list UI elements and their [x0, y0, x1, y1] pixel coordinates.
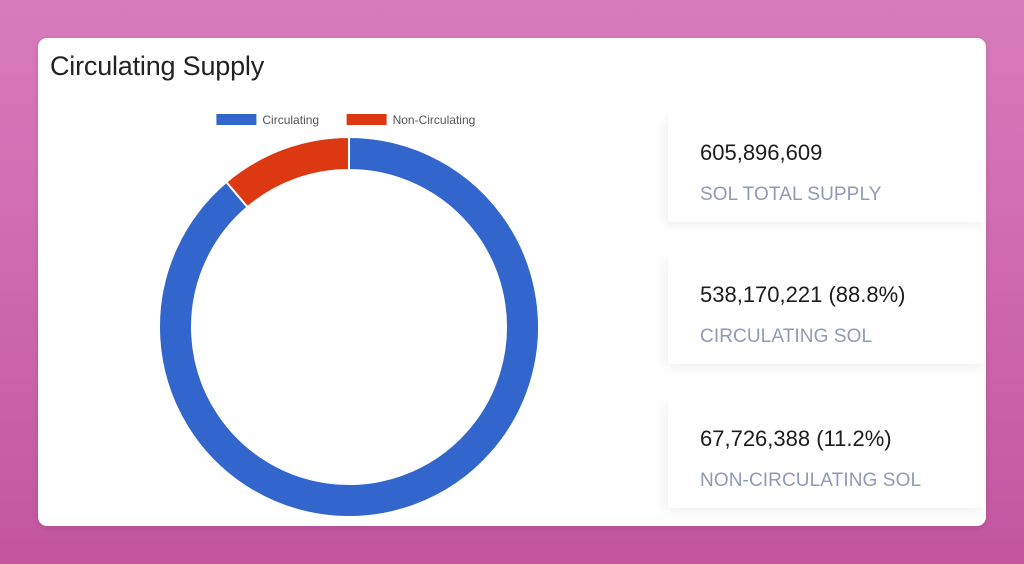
stat-non-circulating: 67,726,388 (11.2%) NON-CIRCULATING SOL — [668, 400, 986, 508]
donut-slices — [158, 135, 540, 518]
stat-label: SOL TOTAL SUPPLY — [700, 184, 882, 205]
legend-item-circulating[interactable]: Circulating — [216, 113, 319, 127]
legend-label: Circulating — [262, 113, 319, 127]
donut-slice-circulating[interactable] — [158, 135, 540, 518]
donut-chart: Circulating Non-Circulating — [158, 113, 540, 518]
stat-circulating: 538,170,221 (88.8%) CIRCULATING SOL — [668, 256, 986, 364]
legend-swatch — [346, 114, 387, 125]
donut-slice-non-circulating[interactable] — [224, 135, 350, 209]
chart-legend: Circulating Non-Circulating — [216, 113, 475, 127]
stat-value: 67,726,388 (11.2%) — [700, 426, 892, 451]
stat-value: 538,170,221 (88.8%) — [700, 282, 906, 307]
legend-item-non-circulating[interactable]: Non-Circulating — [346, 113, 476, 127]
legend-label: Non-Circulating — [393, 113, 476, 127]
stat-value: 605,896,609 — [700, 140, 823, 165]
card-title: Circulating Supply — [50, 51, 265, 81]
stat-label: NON-CIRCULATING SOL — [700, 470, 922, 491]
stat-total-supply: 605,896,609 SOL TOTAL SUPPLY — [668, 114, 986, 222]
stat-label: CIRCULATING SOL — [700, 326, 873, 347]
circulating-supply-card: Circulating Supply Circulating Non-Circul… — [38, 38, 986, 526]
chart-area: Circulating Non-Circulating — [38, 38, 658, 526]
legend-swatch — [216, 114, 257, 125]
